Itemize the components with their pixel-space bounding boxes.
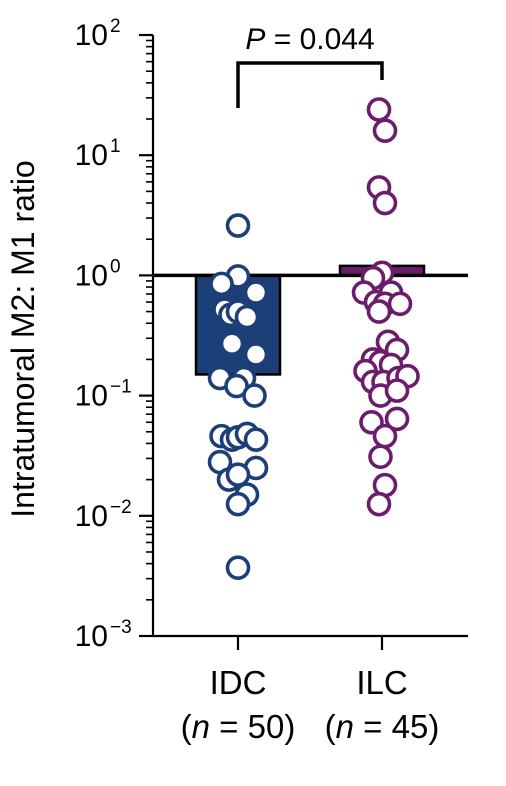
data-point-ilc (366, 97, 392, 122)
sample-size-open: ( (325, 708, 336, 745)
data-point-ilc (372, 423, 398, 449)
y-tick-base: 10 (75, 19, 108, 52)
data-point-ilc (387, 291, 413, 317)
data-point-idc (243, 342, 269, 367)
y-tick-label: 10 (75, 19, 108, 52)
y-tick-base: 10 (75, 259, 108, 292)
y-tick-label: 10 (75, 139, 108, 172)
sample-size-variable: n (336, 708, 354, 745)
sample-size-label: (n = 45) (325, 708, 440, 745)
bracket-line (236, 61, 384, 108)
data-point-ilc (384, 406, 410, 432)
points (207, 97, 420, 581)
y-tick-exponent: 1 (110, 136, 121, 157)
data-point-idc (234, 304, 260, 330)
data-point-ilc (368, 444, 393, 470)
x-tick-label: ILC (356, 664, 407, 701)
y-tick-exponent: 0 (110, 256, 121, 277)
sample-size-label: (n = 50) (181, 708, 296, 745)
data-point-idc (209, 271, 234, 297)
y-tick-label: 10 (75, 500, 108, 533)
sample-size-variable: n (192, 708, 210, 745)
y-tick-label: 10 (75, 380, 108, 413)
data-point-ilc (384, 378, 410, 403)
y-tick-base: 10 (75, 500, 108, 533)
y-tick-exponent: −1 (110, 377, 132, 398)
y-axis-label: Intratumoral M2: M1 ratio (5, 160, 41, 517)
data-point-ilc (372, 190, 398, 216)
y-tick-exponent: 2 (110, 16, 121, 37)
data-point-idc (243, 427, 269, 452)
y-tick-base: 10 (75, 620, 108, 653)
y-tick-base: 10 (75, 139, 108, 172)
p-value-label: P = 0.044 (245, 23, 374, 56)
sample-size-value: = 45) (354, 708, 439, 745)
data-point-idc (225, 213, 251, 238)
data-point-ilc (366, 299, 392, 324)
p-value-text: = 0.044 (265, 23, 374, 56)
data-point-idc (219, 331, 245, 357)
data-point-idc (242, 383, 267, 408)
y-tick-label: 10 (75, 259, 108, 292)
data-point-ilc (372, 118, 398, 143)
axes (139, 33, 468, 650)
y-tick-label: 10 (75, 620, 108, 653)
x-tick-label: IDC (210, 664, 267, 701)
y-tick-exponent: −3 (110, 617, 132, 638)
data-point-idc (225, 491, 251, 517)
y-tick-base: 10 (75, 380, 108, 413)
sample-size-value: = 50) (210, 708, 295, 745)
data-point-idc (225, 462, 251, 487)
sample-size-open: ( (181, 708, 192, 745)
significance-bracket: P = 0.044 (236, 23, 384, 108)
p-value-variable: P (245, 23, 265, 56)
data-point-idc (225, 555, 251, 581)
data-point-ilc (366, 491, 392, 517)
y-tick-exponent: −2 (110, 497, 132, 518)
data-point-idc (243, 280, 269, 305)
